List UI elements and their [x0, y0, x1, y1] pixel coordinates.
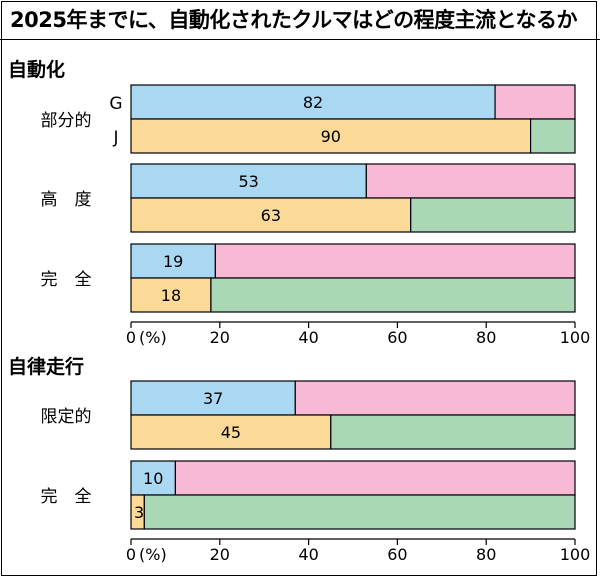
bar-g-value: [130, 380, 296, 416]
group-label: 部分的: [41, 111, 92, 131]
group-label: 完 全: [41, 270, 92, 290]
bar-g-rest: [174, 460, 576, 496]
data-label-g: 19: [163, 252, 183, 271]
x-tick-label: 0: [126, 545, 136, 564]
series-label-g: G: [109, 94, 122, 114]
data-label-j: 90: [321, 127, 341, 146]
bar-j-rest: [529, 118, 576, 154]
x-tick-label: 40: [298, 328, 318, 347]
x-tick-label: 100: [560, 328, 591, 347]
chart-title: 2025年までに、自動化されたクルマはどの程度主流となるか: [0, 0, 600, 40]
data-label-j: 63: [261, 206, 281, 225]
bar-j-value: [130, 414, 332, 450]
bar-g-rest: [365, 163, 576, 199]
bar-j-rest: [143, 494, 576, 530]
bar-g-rest: [214, 243, 576, 279]
x-unit-label: (%): [139, 328, 167, 347]
data-label-j: 45: [221, 423, 241, 442]
section-label: 自律走行: [8, 355, 84, 378]
bar-j-rest: [210, 277, 576, 313]
bar-j-value: [130, 197, 412, 233]
group-label: 限定的: [41, 407, 92, 427]
bar-g-rest: [294, 380, 576, 416]
x-tick-label: 60: [387, 545, 407, 564]
x-tick-label: 40: [298, 545, 318, 564]
data-label-g: 53: [238, 172, 258, 191]
data-label-j: 18: [161, 286, 181, 305]
bar-j-rest: [410, 197, 576, 233]
data-label-g: 10: [143, 469, 163, 488]
bar-g-rest: [494, 84, 576, 120]
section-label: 自動化: [8, 58, 65, 81]
data-label-g: 37: [203, 389, 223, 408]
x-tick-label: 20: [210, 328, 230, 347]
data-label-g: 82: [303, 93, 323, 112]
x-tick-label: 80: [476, 545, 496, 564]
series-label-j: J: [112, 128, 118, 148]
x-tick-label: 100: [560, 545, 591, 564]
bar-j-value: [130, 277, 212, 313]
x-tick-label: 20: [210, 545, 230, 564]
group-label: 完 全: [41, 487, 92, 507]
x-unit-label: (%): [139, 545, 167, 564]
x-tick-label: 0: [126, 328, 136, 347]
bar-j-rest: [330, 414, 576, 450]
bar-g-value: [130, 84, 496, 120]
data-label-j: 3: [134, 503, 144, 522]
x-tick-label: 60: [387, 328, 407, 347]
group-label: 高 度: [41, 190, 92, 210]
x-tick-label: 80: [476, 328, 496, 347]
